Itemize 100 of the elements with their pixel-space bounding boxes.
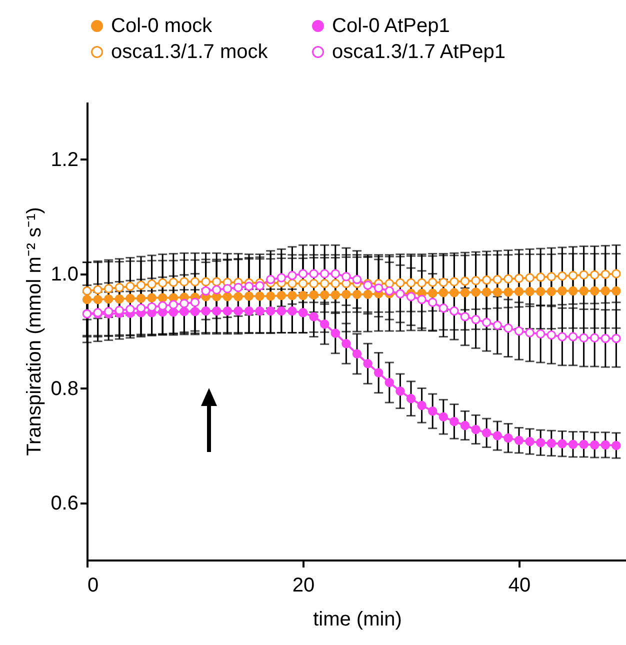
point <box>114 282 124 292</box>
point <box>396 386 405 396</box>
point <box>471 424 480 434</box>
point <box>330 278 340 288</box>
point <box>234 292 243 302</box>
point <box>330 269 340 278</box>
point <box>266 291 276 301</box>
point <box>158 293 168 302</box>
point <box>471 287 480 297</box>
point <box>600 334 610 344</box>
point <box>298 269 308 278</box>
point <box>492 320 502 330</box>
point <box>536 286 546 296</box>
point <box>612 334 621 344</box>
point <box>352 290 362 299</box>
point <box>136 294 146 303</box>
point <box>514 274 524 283</box>
point <box>568 332 578 342</box>
y-tick-label: 1.0 <box>50 263 78 286</box>
point <box>212 285 222 294</box>
point <box>590 270 600 280</box>
point <box>147 302 156 312</box>
point <box>298 290 308 300</box>
point <box>320 320 330 329</box>
point <box>460 276 470 286</box>
point <box>406 278 416 288</box>
point <box>93 294 102 304</box>
point <box>374 368 384 378</box>
point <box>342 338 351 348</box>
point <box>417 400 426 410</box>
point <box>309 278 318 288</box>
point <box>309 312 318 322</box>
point <box>222 306 232 316</box>
point <box>255 281 264 290</box>
point <box>504 324 513 333</box>
point <box>201 306 210 316</box>
point <box>180 298 189 308</box>
point <box>471 314 480 324</box>
point <box>255 306 264 316</box>
point <box>136 280 146 290</box>
point <box>234 282 243 292</box>
point <box>536 329 546 338</box>
point <box>158 278 168 288</box>
point <box>363 290 372 299</box>
point <box>482 318 492 328</box>
point <box>417 294 426 304</box>
point <box>590 286 600 296</box>
point <box>190 298 200 307</box>
point <box>93 285 102 294</box>
point <box>558 271 567 281</box>
point <box>579 286 588 296</box>
point <box>158 301 168 310</box>
point <box>460 312 470 322</box>
point <box>514 326 524 336</box>
point <box>612 440 621 450</box>
point <box>492 287 502 297</box>
point <box>579 440 588 449</box>
point <box>190 277 200 286</box>
point <box>168 300 178 310</box>
point <box>342 290 351 299</box>
point <box>104 306 114 316</box>
point <box>374 283 384 293</box>
point <box>212 306 222 316</box>
point <box>396 278 405 288</box>
point <box>482 287 492 297</box>
point <box>104 294 114 304</box>
point <box>546 286 556 296</box>
point <box>352 274 362 284</box>
point <box>568 270 578 280</box>
point <box>288 306 297 316</box>
point <box>136 303 146 313</box>
point <box>525 286 534 296</box>
point <box>147 293 156 302</box>
point <box>504 274 513 284</box>
point <box>298 308 308 318</box>
point <box>438 412 448 422</box>
point <box>384 278 394 288</box>
point <box>600 440 610 450</box>
point <box>222 292 232 302</box>
point <box>330 328 340 338</box>
point <box>536 272 546 282</box>
point <box>428 298 438 307</box>
point <box>255 291 264 301</box>
point <box>114 294 124 304</box>
point <box>428 288 438 298</box>
point <box>276 273 286 282</box>
point <box>126 282 135 291</box>
point <box>147 279 156 289</box>
point <box>558 439 567 448</box>
point <box>558 286 567 296</box>
point <box>546 272 556 282</box>
point <box>482 275 492 285</box>
point <box>406 394 416 404</box>
legend-label: Col-0 AtPep1 <box>332 15 450 37</box>
point <box>504 433 513 443</box>
x-tick-label: 40 <box>508 574 531 596</box>
point <box>612 286 621 296</box>
point <box>504 287 513 297</box>
point <box>276 306 286 316</box>
point <box>201 277 210 286</box>
